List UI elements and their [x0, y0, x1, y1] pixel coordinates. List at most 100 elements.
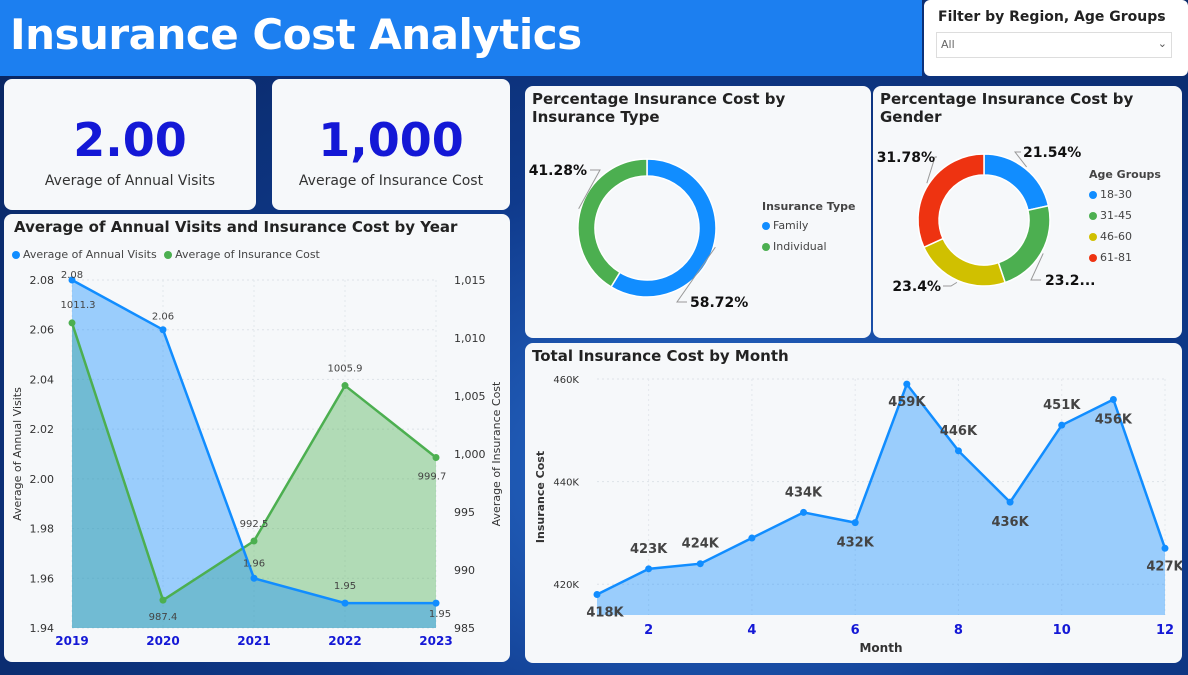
- y-axis-label: Average of Annual Visits: [11, 387, 24, 521]
- cost-point: [593, 590, 601, 598]
- x-tick-label: 6: [851, 623, 860, 638]
- filter-title: Filter by Region, Age Groups: [938, 9, 1166, 25]
- visits-point: [250, 574, 258, 582]
- legend-item: Individual: [762, 240, 856, 253]
- x-tick-label: 2020: [146, 634, 179, 648]
- y2-tick-label: 990: [454, 564, 475, 577]
- legend-label: Individual: [773, 240, 827, 253]
- cost-line: [596, 381, 1167, 596]
- y2-tick-label: 1,010: [454, 332, 486, 345]
- y2-tick-label: 985: [454, 622, 475, 635]
- kpi-label: Average of Insurance Cost: [298, 173, 484, 189]
- legend-title: Age Groups: [1089, 168, 1161, 181]
- chart-title: Percentage Insurance Cost by Insurance T…: [532, 90, 786, 126]
- cost-by-month-card: Total Insurance Cost by Month 460K 440K 42…: [525, 343, 1182, 663]
- y-tick-label: 2.04: [30, 373, 55, 386]
- y-tick-label: 2.06: [30, 324, 55, 337]
- legend-item: 18-30: [1089, 188, 1161, 201]
- legend-label: Average of Insurance Cost: [175, 248, 320, 261]
- x-tick-label: 2021: [237, 634, 270, 648]
- donut-data-label: 31.78%: [877, 150, 935, 166]
- x-tick-label: 2022: [328, 634, 361, 648]
- cost-point: [800, 508, 808, 516]
- leader-line: [578, 169, 601, 210]
- legend-marker: [164, 251, 173, 259]
- x-tick-label: 2: [644, 623, 653, 638]
- y-tick-label: 440K: [553, 478, 579, 489]
- y-tick-label: 460K: [553, 375, 579, 386]
- filter-dropdown[interactable]: All ⌄: [936, 32, 1172, 58]
- cost-point: [341, 382, 349, 390]
- visits-cost-line-chart: 2.08 2.06 2.04 2.02 2.00 1.98 1.96 1.94 1,015 1,0…: [11, 270, 503, 648]
- donut-data-label: 23.4%: [892, 279, 941, 295]
- x-tick-label: 12: [1156, 623, 1174, 638]
- cost-point: [645, 565, 653, 573]
- cost-point: [1109, 396, 1117, 404]
- cost-by-month-area-chart: 460K 440K 420K 2 4 6 8 10 12 Month Insurance Cost 4…: [534, 375, 1182, 655]
- x-axis-label: Month: [859, 641, 902, 655]
- gender-card: Percentage Insurance Cost by Gender Age …: [873, 86, 1182, 338]
- visits-cost-by-year-card: Average of Annual Visits and Insurance C…: [4, 214, 510, 662]
- donut-slice: [983, 153, 1050, 212]
- insurance-type-donut: 58.72% 41.28%: [529, 158, 748, 311]
- y-tick-label: 1.96: [30, 572, 55, 585]
- cost-area: [72, 322, 436, 628]
- cost-point: [1006, 498, 1014, 506]
- visits-data-label: 1.95: [429, 609, 451, 620]
- cost-point: [432, 453, 440, 461]
- y2-tick-label: 1,000: [454, 448, 486, 461]
- chart-title: Average of Annual Visits and Insurance C…: [14, 218, 458, 236]
- y2-tick-label: 995: [454, 506, 475, 519]
- visits-point: [432, 599, 440, 607]
- legend-item: 46-60: [1089, 230, 1161, 243]
- legend-marker: [1089, 212, 1097, 220]
- cost-point: [250, 537, 258, 545]
- region-age-filter[interactable]: Filter by Region, Age Groups ⌄ All ⌄: [924, 0, 1188, 76]
- cost-data-label: 1005.9: [328, 364, 363, 375]
- legend-label: 46-60: [1100, 230, 1132, 243]
- y2-axis-label: Average of Insurance Cost: [490, 381, 503, 526]
- page-title: Insurance Cost Analytics: [10, 10, 582, 59]
- y-tick-label: 1.98: [30, 523, 55, 536]
- y2-tick-label: 1,005: [454, 390, 486, 403]
- visits-point: [159, 326, 167, 334]
- cost-point: [748, 534, 756, 542]
- donut-slice: [917, 153, 985, 249]
- visits-area: [72, 280, 436, 628]
- cost-point: [68, 319, 76, 327]
- donut-slice: [997, 204, 1051, 284]
- legend-marker: [1089, 233, 1097, 241]
- cost-data-label: 446K: [940, 424, 978, 439]
- header-bar: Insurance Cost Analytics: [0, 0, 922, 76]
- cost-point: [1058, 421, 1066, 429]
- cost-data-label: 418K: [586, 605, 624, 620]
- visits-data-label: 1.95: [334, 581, 356, 592]
- donut-data-label: 21.54%: [1023, 145, 1081, 161]
- cost-point: [1161, 544, 1169, 552]
- cost-data-label: 427K: [1146, 559, 1182, 574]
- y-axis-label: Insurance Cost: [534, 451, 547, 543]
- legend-marker: [762, 222, 770, 230]
- donut-data-label: 58.72%: [690, 295, 748, 311]
- visits-point: [68, 276, 76, 284]
- cost-point: [954, 447, 962, 455]
- cost-data-label: 424K: [682, 537, 720, 552]
- age-groups-donut: 21.54% 23.2... 23.4% 31.78%: [877, 145, 1096, 295]
- donut-data-label: 23.2...: [1045, 273, 1096, 289]
- legend-label: Average of Annual Visits: [23, 248, 157, 261]
- chart-legend: Average of Annual Visits Average of Insu…: [12, 248, 320, 261]
- y-tick-label: 2.02: [30, 423, 55, 436]
- chevron-down-icon: ⌄: [1157, 37, 1167, 50]
- kpi-card-annual-visits: 2.00 Average of Annual Visits: [4, 79, 256, 210]
- y-tick-label: 1.94: [30, 622, 55, 635]
- kpi-card-insurance-cost: 1,000 Average of Insurance Cost: [272, 79, 510, 210]
- chevron-down-icon[interactable]: ⌄: [1155, 8, 1166, 22]
- cost-data-label: 434K: [785, 485, 823, 500]
- legend-item: Family: [762, 219, 856, 232]
- cost-data-label: 432K: [837, 536, 875, 551]
- leader-line: [1013, 151, 1027, 168]
- cost-point: [851, 519, 859, 527]
- donut-slice: [577, 158, 648, 288]
- cost-point: [696, 560, 704, 568]
- y-tick-label: 2.00: [30, 473, 55, 486]
